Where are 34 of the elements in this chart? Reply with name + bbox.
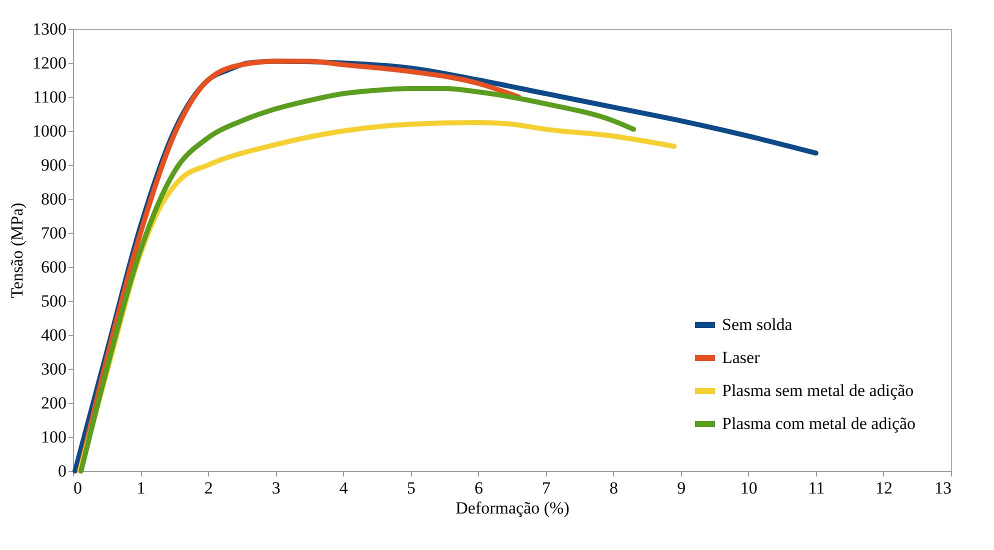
legend-label: Plasma com metal de adição — [722, 414, 916, 433]
x-tick-label: 3 — [272, 478, 280, 498]
x-tick-label: 1 — [136, 478, 146, 498]
y-tick-label: 700 — [41, 224, 66, 242]
y-tick-label: 600 — [41, 258, 66, 276]
x-tick-label: 5 — [406, 478, 416, 498]
y-tick-label: 900 — [41, 156, 66, 174]
y-tick-label: 1300 — [32, 20, 66, 38]
x-axis-title: Deformação (%) — [456, 498, 570, 518]
x-tick-label: 10 — [740, 478, 758, 498]
x-tick-label: 7 — [542, 478, 552, 498]
y-tick-label: 1100 — [33, 88, 66, 106]
y-axis-title: Tensão (MPa) — [8, 202, 26, 298]
y-tick-label: 100 — [41, 428, 66, 446]
y-tick-label: 0 — [58, 462, 66, 480]
x-tick-label: 4 — [339, 478, 348, 498]
legend-label: Plasma sem metal de adição — [722, 381, 914, 400]
x-tick-label: 9 — [677, 478, 686, 498]
y-tick-label: 400 — [41, 326, 66, 344]
x-tick-label: 11 — [808, 478, 825, 498]
y-tick-label: 1200 — [32, 54, 66, 72]
x-tick-label: 2 — [204, 478, 213, 498]
y-tick-label: 200 — [41, 394, 66, 412]
y-tick-label: 300 — [41, 360, 66, 378]
x-tick-label: 8 — [610, 478, 618, 498]
legend-label: Sem solda — [722, 315, 793, 334]
x-tick-label: 12 — [875, 478, 892, 498]
y-tick-label: 800 — [41, 190, 66, 208]
x-tick-label: 0 — [74, 478, 82, 498]
y-tick-label: 1000 — [32, 122, 66, 140]
legend-label: Laser — [722, 348, 760, 367]
y-tick-label: 500 — [41, 292, 66, 310]
x-tick-label: 13 — [934, 478, 952, 498]
x-tick-label: 6 — [474, 478, 483, 498]
